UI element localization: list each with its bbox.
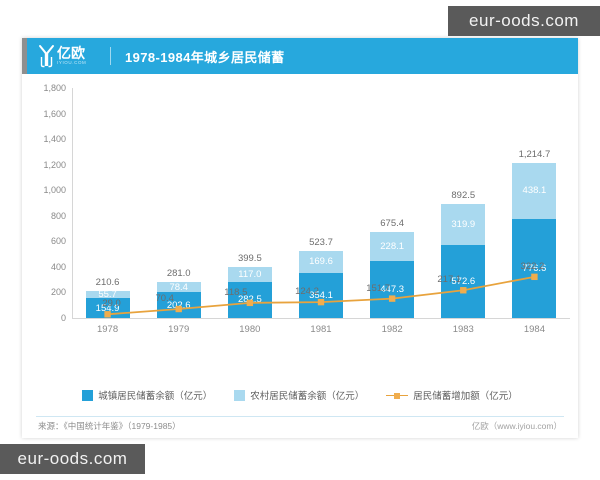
y-axis-tick: 400	[50, 261, 66, 272]
y-axis-tick: 1,200	[43, 159, 66, 170]
bar-total-label: 281.0	[166, 268, 191, 280]
line-value-label: 29.0	[102, 298, 121, 310]
bar-value-label-rural: 169.6	[309, 256, 333, 268]
line-value-label: 151.7	[366, 282, 391, 294]
x-axis-tick: 1981	[310, 324, 332, 335]
y-axis-tick: 1,600	[43, 108, 66, 119]
legend-label: 城镇居民储蓄余额（亿元）	[98, 391, 213, 402]
x-axis-tick: 1980	[239, 324, 261, 335]
y-axis-tick: 1,400	[43, 134, 66, 145]
line-value-label: 70.4	[155, 293, 174, 304]
legend-item[interactable]: 居民储蓄增加额（亿元）	[386, 388, 518, 402]
y-axis-labels: 0 200 400 600 800 1,000 1,200 1,400 1,600 1,800	[22, 74, 70, 394]
plot-area: 0 200 400 600 800 1,000 1,200 1,400 1,600 1,800 1…	[22, 74, 578, 394]
x-axis-tick: 1979	[168, 324, 190, 335]
line-value-label: 322.2	[520, 260, 545, 272]
y-axis-tick: 600	[50, 236, 66, 247]
legend-marker	[394, 392, 401, 399]
bar-value-label-rural: 117.0	[238, 268, 262, 280]
watermark-top: eur-oods.com	[448, 6, 600, 36]
bar-total-label: 892.5	[451, 189, 476, 201]
header-divider	[110, 47, 111, 65]
bar-value-label-rural: 438.1	[522, 185, 547, 197]
bar-segment-rural[interactable]: 319.9	[441, 203, 486, 245]
footer-divider	[36, 416, 564, 417]
x-axis-tick: 1978	[96, 324, 119, 335]
line-value-label: 118.5	[224, 286, 248, 298]
chart-card: 亿欧 IYIOU.COM 1978-1984年城乡居民储蓄 0 200 400 600…	[22, 38, 578, 438]
yiou-logo: 亿欧 IYIOU.COM	[38, 42, 100, 70]
x-axis-tick: 1984	[523, 324, 545, 335]
bar-total-label: 1,214.7	[518, 148, 551, 160]
line-value-label: 217.1	[437, 274, 462, 286]
watermark-top-text: eur-oods.com	[469, 11, 579, 30]
legend-label: 农村居民储蓄余额（亿元）	[250, 391, 365, 402]
x-axis-tick: 1983	[452, 324, 474, 335]
chart-legend: 城镇居民储蓄余额（亿元） 农村居民储蓄余额（亿元） 居民储蓄增加额（亿元）	[22, 388, 578, 402]
bar-total-label: 399.5	[237, 252, 262, 264]
logo-url: IYIOU.COM	[57, 60, 87, 66]
header-left-edge	[22, 38, 27, 74]
legend-swatch-icon	[234, 389, 246, 401]
brand-note: 亿欧（www.iyiou.com）	[471, 421, 562, 431]
logo-name: 亿欧	[57, 45, 85, 62]
x-axis-line	[72, 318, 570, 319]
y-axis-line	[72, 88, 73, 318]
y-axis-tick: 0	[60, 313, 66, 323]
chart-footer: 来源：《中国统计年鉴》（1979-1985） 亿欧（www.iyiou.com）	[22, 420, 578, 438]
y-axis-tick: 800	[50, 210, 66, 221]
bar-value-label-rural: 319.9	[451, 218, 476, 230]
bar-total-label: 210.6	[95, 277, 120, 289]
x-axis-tick: 1982	[381, 324, 403, 335]
watermark-bottom-text: eur-oods.com	[17, 449, 128, 468]
bar-segment-rural[interactable]: 169.6	[299, 251, 343, 273]
legend-label: 居民储蓄增加额（亿元）	[413, 391, 518, 402]
y-axis-tick: 1,000	[43, 185, 66, 196]
y-axis-tick: 1,800	[43, 83, 66, 93]
bar-segment-rural[interactable]: 438.1	[512, 162, 557, 219]
chart-header: 亿欧 IYIOU.COM 1978-1984年城乡居民储蓄	[22, 38, 578, 74]
logo-text-block: 亿欧 IYIOU.COM	[57, 46, 86, 66]
legend-item[interactable]: 农村居民储蓄余额（亿元）	[234, 388, 364, 402]
logo-mark-icon	[38, 44, 55, 68]
legend-swatch-icon	[82, 389, 94, 401]
source-note: 来源：《中国统计年鉴》（1979-1985）	[38, 421, 181, 431]
y-axis-tick: 200	[50, 287, 66, 298]
line-value-label: 124.2	[295, 286, 319, 298]
bar-value-label-urban: 776.6	[522, 262, 547, 274]
legend-line-marker-icon	[386, 390, 409, 401]
bar-total-label: 675.4	[380, 217, 405, 229]
data-labels-layer: 210.6 1978 281.0 1979 399.5 1980 523.7 1981 675.…	[22, 74, 578, 394]
bar-total-label: 523.7	[309, 237, 333, 249]
page-title: 1978-1984年城乡居民储蓄	[125, 49, 285, 65]
watermark-bottom: eur-oods.com	[0, 444, 145, 474]
bar-segment-rural[interactable]: 228.1	[370, 231, 415, 261]
bar-value-label-rural: 228.1	[380, 240, 405, 252]
legend-item[interactable]: 城镇居民储蓄余额（亿元）	[82, 388, 212, 402]
